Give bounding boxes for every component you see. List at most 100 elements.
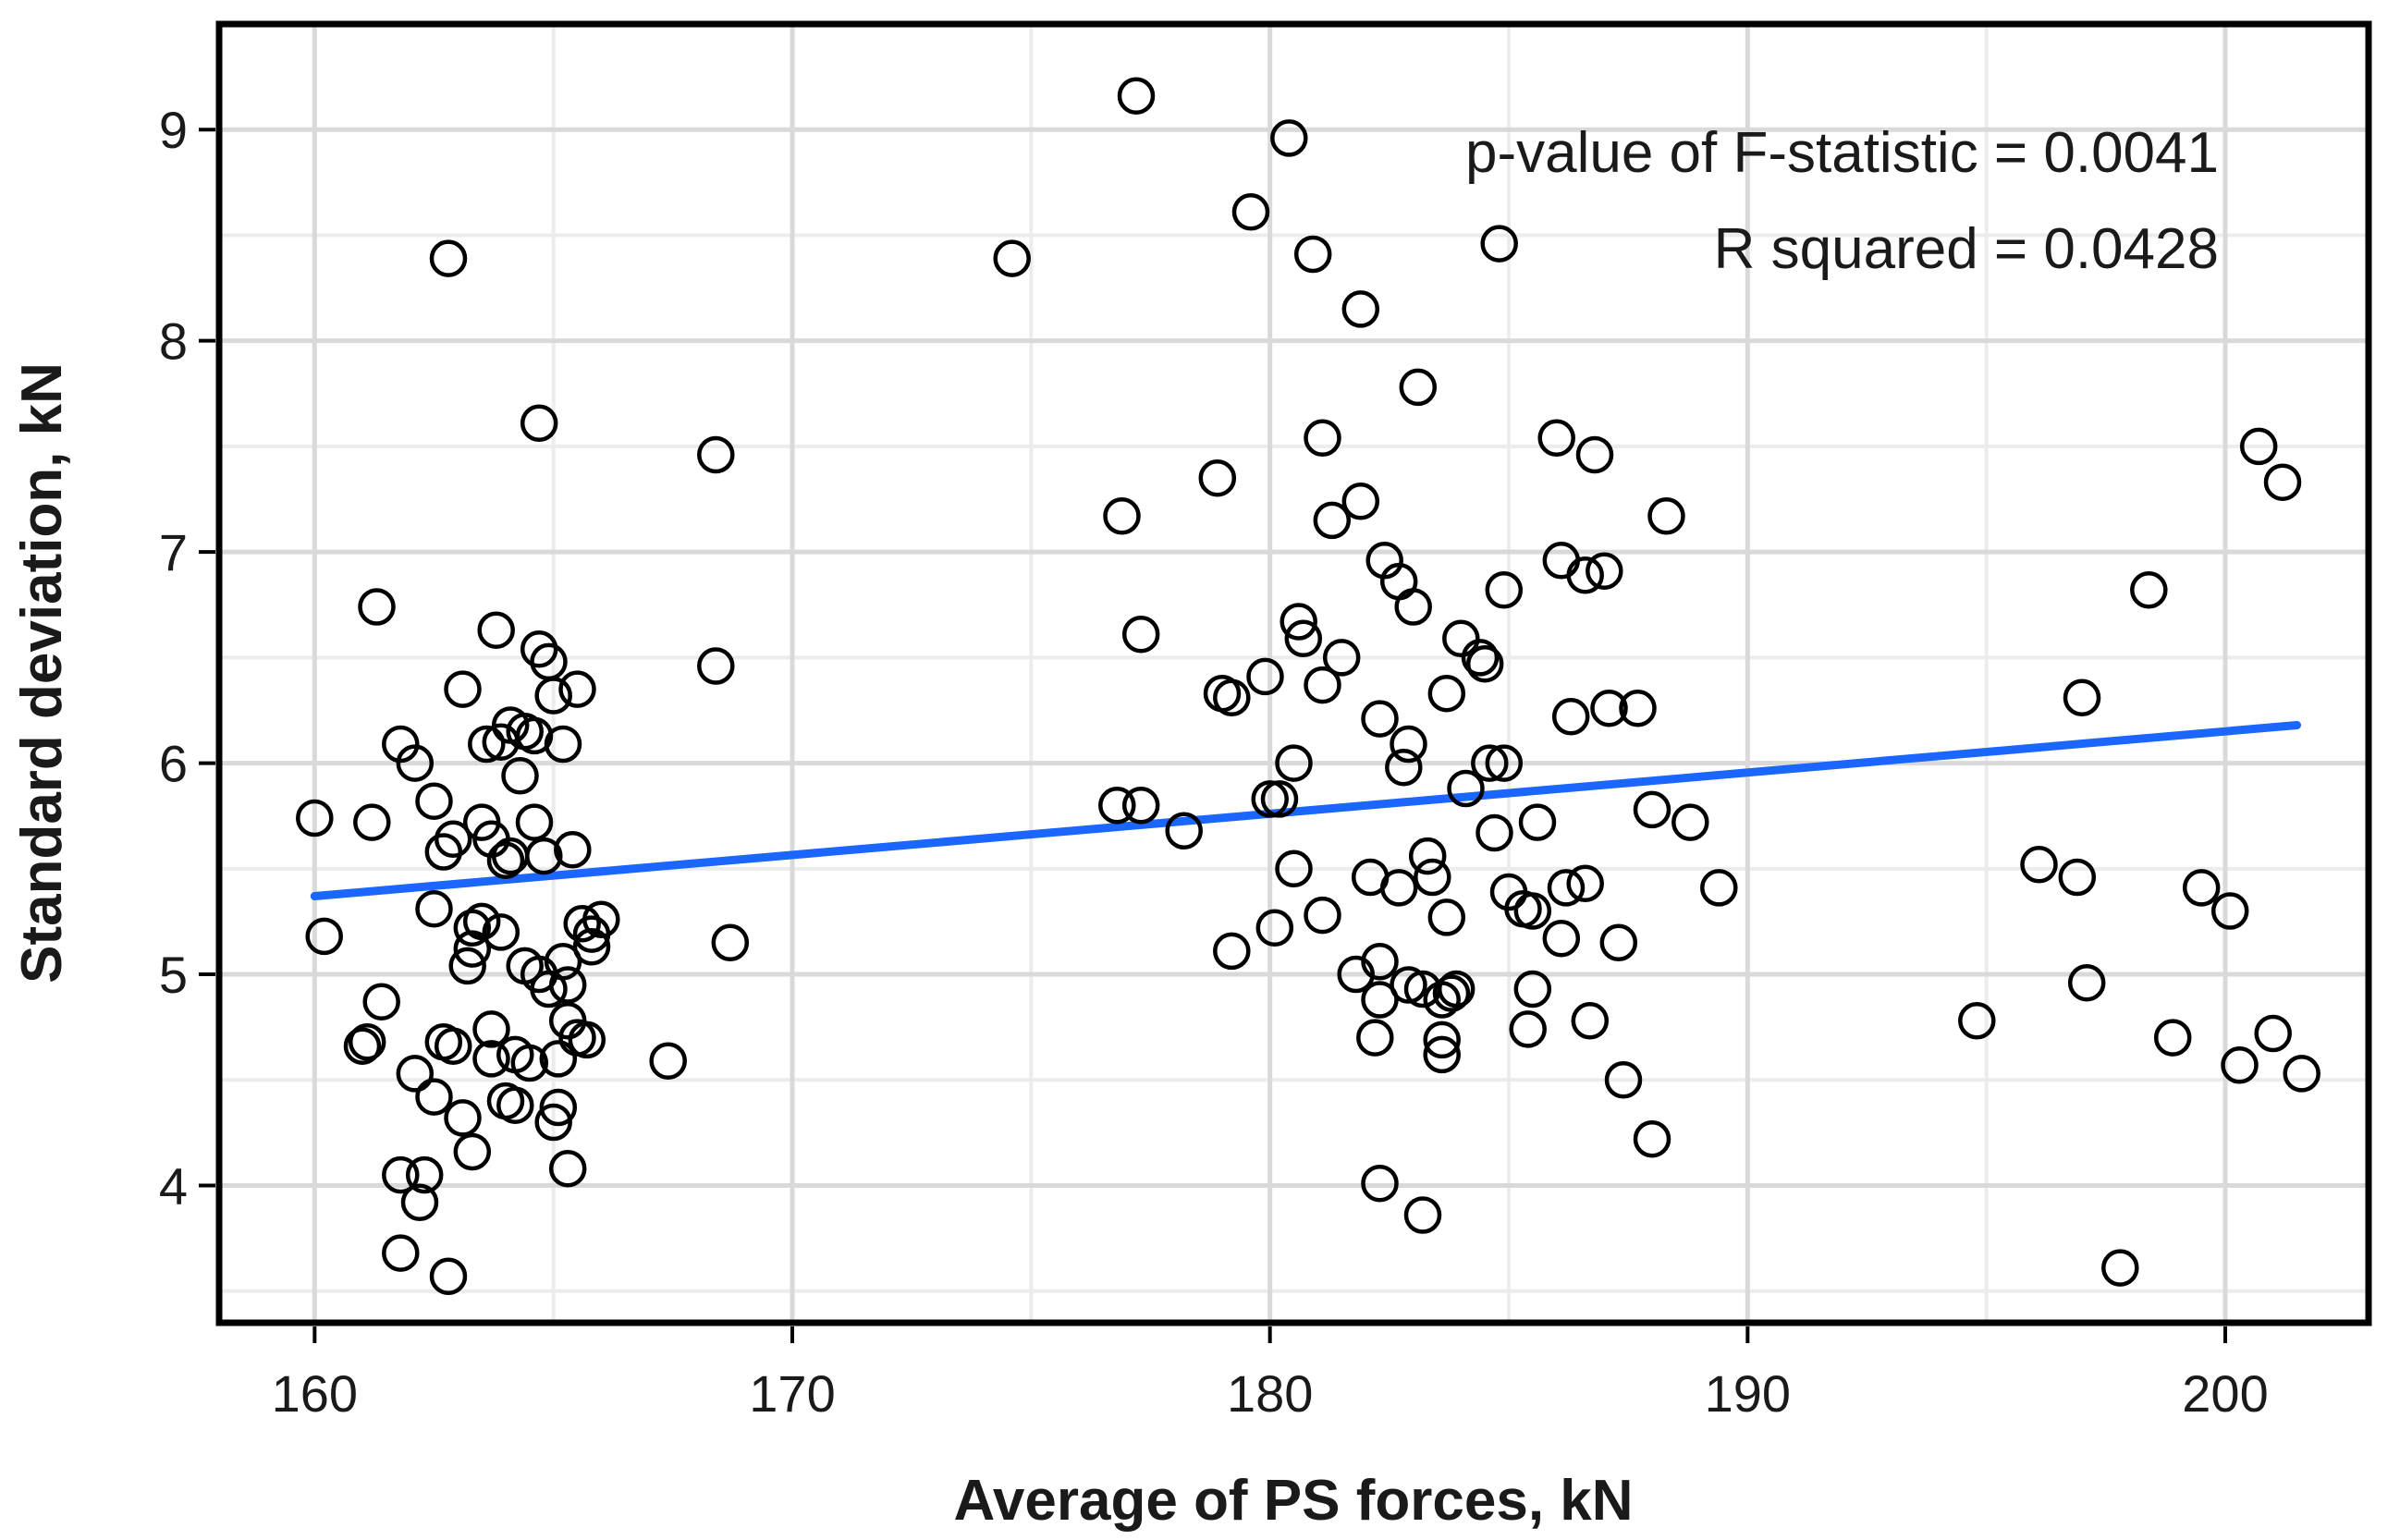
data-point [1098,787,1136,825]
data-point [1437,970,1476,1008]
data-point [448,947,486,985]
data-point [1586,552,1623,590]
data-point [1427,674,1466,713]
data-point [548,966,587,1004]
data-point [2182,869,2221,907]
data-point [462,902,501,941]
data-point [1231,193,1270,231]
data-point [434,820,472,859]
data-point [1213,678,1251,717]
data-point [539,1088,578,1127]
data-point [525,837,563,875]
data-point [501,757,539,795]
data-point [1476,813,1513,852]
data-point [343,1027,382,1065]
r-squared-annotation: R squared = 0.0428 [1714,217,2219,281]
data-point [396,744,435,782]
data-point [1270,119,1308,157]
data-point [534,1103,572,1142]
data-point [1213,932,1251,971]
data-point [544,725,582,764]
y-tick-label: 7 [159,523,188,581]
data-point [520,629,558,668]
data-point [1485,744,1524,782]
p-value-annotation: p-value of F-statistic = 0.0041 [1465,121,2219,185]
data-point [1513,892,1552,930]
data-point [2254,1014,2292,1053]
data-point [348,1022,386,1061]
data-point [2067,963,2106,1002]
data-point [1599,923,1638,962]
data-point [534,677,572,715]
data-point [649,1042,687,1080]
data-point [1571,1002,1610,1040]
data-point [1198,458,1237,497]
data-point [1575,435,1614,474]
data-point [400,1183,439,1222]
data-point [405,1155,444,1194]
data-point [482,913,520,951]
data-point [2058,858,2097,897]
data-point [544,943,582,981]
data-point [582,900,620,938]
data-point [993,239,1031,277]
plot-frame [215,20,2372,1326]
x-tick-labels: 160 170 180 190 200 [272,1364,2269,1423]
data-point [2020,846,2058,884]
data-point [1322,639,1361,677]
data-point [1513,970,1552,1008]
data-point [1408,837,1447,875]
data-point [353,803,391,841]
data-point [1566,864,1604,903]
data-point [1465,644,1504,683]
data-point [362,983,400,1021]
data-point [1542,919,1581,958]
y-tick-label: 9 [159,101,188,159]
data-point [2221,1046,2259,1084]
x-tick-label: 170 [749,1364,835,1423]
data-point [434,1027,472,1065]
data-point [305,917,343,956]
data-point [1604,1061,1643,1099]
x-tick-label: 190 [1705,1364,1791,1423]
data-point [1390,966,1427,1004]
data-point [1361,981,1399,1019]
data-point [1633,1119,1671,1158]
data-point [1293,235,1332,274]
data-point [1432,974,1471,1012]
data-point [472,1010,510,1048]
data-point [563,904,601,943]
data-point [1399,368,1438,407]
data-point [1117,77,1156,115]
data-point [510,1044,549,1082]
data-point [2130,571,2168,609]
trend-line [310,721,2301,900]
data-point [1958,1002,1996,1040]
data-point [1390,725,1427,764]
data-point [444,670,482,708]
data-point [1255,909,1294,947]
y-tick-label: 4 [159,1157,188,1216]
data-point [1280,603,1317,641]
data-point [520,404,558,443]
data-point [1414,858,1451,897]
data-point [554,831,592,869]
data-point [1394,588,1432,626]
data-point [697,435,735,474]
data-point [382,725,420,764]
data-point [1480,225,1518,263]
data-point [2239,427,2278,466]
data-point [1619,689,1657,727]
y-tick-label: 5 [159,946,188,1004]
data-point [382,1234,420,1272]
x-axis-title: Average of PS forces, kN [953,1469,1633,1533]
data-point [1275,849,1313,888]
data-point [2263,463,2302,501]
data-point [515,803,554,841]
data-point [1671,803,1709,841]
data-point [558,670,596,708]
data-point [1537,419,1575,458]
data-point [472,1040,510,1078]
data-point [1246,657,1284,696]
data-point [548,1149,587,1188]
